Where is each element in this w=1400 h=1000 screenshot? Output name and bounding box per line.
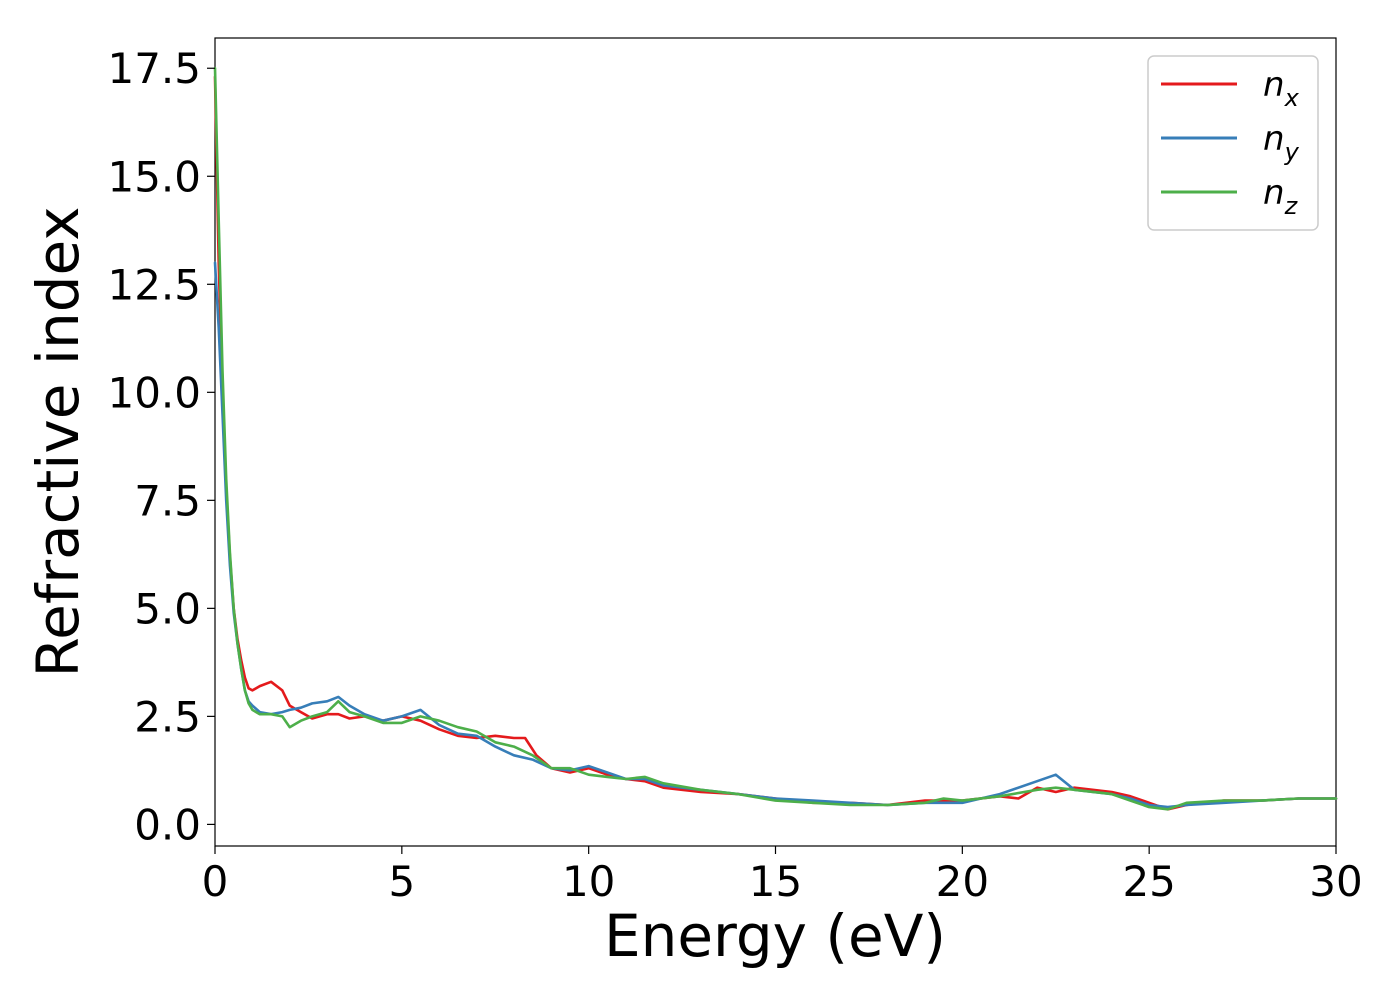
legend-box	[1147, 55, 1319, 231]
x-axis-ticks: 0 5 10 15 20 25 30	[202, 846, 1363, 906]
x-tick-label: 10	[562, 857, 615, 906]
x-tick-label: 5	[388, 857, 415, 906]
series-layer	[213, 66, 1338, 811]
series-line-n-y	[213, 261, 1338, 809]
y-tick-label: 5.0	[134, 584, 201, 633]
y-axis-ticks: 0.0 2.5 5.0 7.5 10.0 12.5 15.0 17.5	[107, 44, 215, 849]
y-tick-label: 10.0	[107, 368, 201, 417]
y-axis-label: Refractive index	[24, 206, 92, 677]
y-tick-label: 15.0	[107, 152, 201, 201]
x-tick-label: 20	[936, 857, 989, 906]
y-tick-label: 2.5	[134, 692, 201, 741]
series-line-n-x	[213, 75, 1338, 811]
x-axis-label: Energy (eV)	[604, 902, 946, 970]
legend-label-n-z: nz	[1263, 173, 1299, 220]
x-tick-label: 30	[1309, 857, 1362, 906]
series-line-n-z	[213, 66, 1338, 811]
x-tick-label: 0	[202, 857, 229, 906]
x-tick-label: 15	[749, 857, 802, 906]
legend-label-n-x: nx	[1263, 65, 1300, 112]
legend: nx ny nz	[1147, 55, 1319, 231]
y-tick-label: 12.5	[107, 260, 201, 309]
legend-label-n-y: ny	[1263, 119, 1300, 166]
x-tick-label: 25	[1122, 857, 1175, 906]
y-tick-label: 17.5	[107, 44, 201, 93]
y-tick-label: 7.5	[134, 476, 201, 525]
y-tick-label: 0.0	[134, 800, 201, 849]
